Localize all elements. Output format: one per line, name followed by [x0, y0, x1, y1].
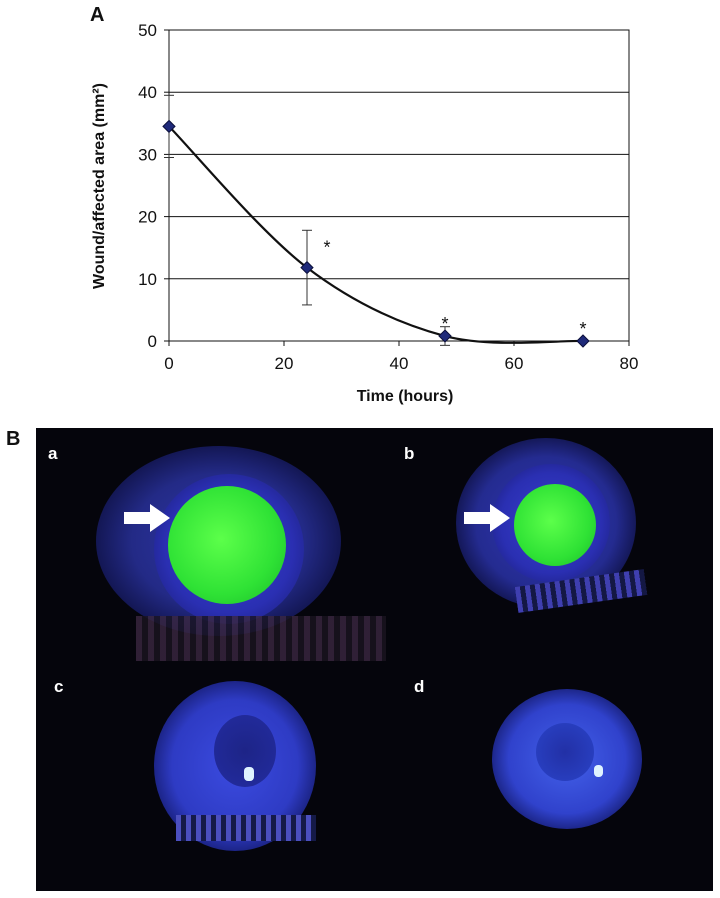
- data-point: [162, 119, 176, 134]
- x-tick-label: 20: [275, 354, 294, 373]
- significance-asterisk: *: [579, 319, 586, 339]
- data-point: [438, 329, 452, 343]
- y-tick-label: 40: [138, 83, 157, 102]
- y-axis-label: Wound/affected area (mm²): [91, 83, 108, 289]
- eye-c-lid: [176, 815, 316, 841]
- photo-a-label: a: [48, 444, 58, 463]
- wound-area-chart: 0 10 20 30 40 50 0 20 40 60 80 * * * Time (hours) Wo…: [91, 21, 638, 405]
- y-tick-label: 20: [138, 208, 157, 227]
- photo-c-label: c: [54, 677, 64, 696]
- gridlines: [169, 91, 629, 280]
- x-tick-label: 40: [390, 354, 409, 373]
- photo-d-label: d: [414, 677, 425, 696]
- error-bars: [164, 94, 450, 346]
- data-markers: [162, 119, 590, 348]
- eye-d-pupil: [536, 723, 594, 781]
- significance-asterisk: *: [323, 238, 330, 258]
- axes: 0 10 20 30 40 50 0 20 40 60 80: [138, 21, 638, 373]
- eye-photo-panel: a b c d: [36, 428, 713, 891]
- y-tick-label: 0: [148, 332, 157, 351]
- eye-a-stain: [168, 486, 286, 604]
- data-point: [576, 334, 590, 348]
- significance-markers: * * *: [323, 238, 586, 339]
- arrow-icon: [464, 504, 510, 532]
- eye-c-reflex: [244, 767, 254, 781]
- eye-d-reflex: [594, 765, 603, 777]
- photo-d: d: [396, 663, 713, 891]
- y-tick-label: 50: [138, 21, 157, 40]
- photo-c: c: [36, 663, 396, 891]
- x-tick-label: 60: [505, 354, 524, 373]
- panel-b-label: B: [6, 428, 21, 450]
- panel-a-label: A: [90, 4, 105, 26]
- x-axis-label: Time (hours): [357, 388, 454, 405]
- photo-a: a: [36, 428, 396, 663]
- data-point: [300, 260, 314, 275]
- series-curve: [168, 125, 584, 344]
- significance-asterisk: *: [441, 314, 448, 334]
- y-tick-label: 10: [138, 270, 157, 289]
- eye-a-lid: [136, 616, 386, 661]
- y-tick-label: 30: [138, 145, 157, 164]
- eye-b-stain: [514, 484, 596, 566]
- arrow-icon: [124, 504, 170, 532]
- x-tick-label: 80: [620, 354, 639, 373]
- photo-b-label: b: [404, 444, 415, 463]
- photo-b: b: [396, 428, 713, 663]
- x-tick-label: 0: [164, 354, 173, 373]
- plot-frame: [168, 29, 630, 342]
